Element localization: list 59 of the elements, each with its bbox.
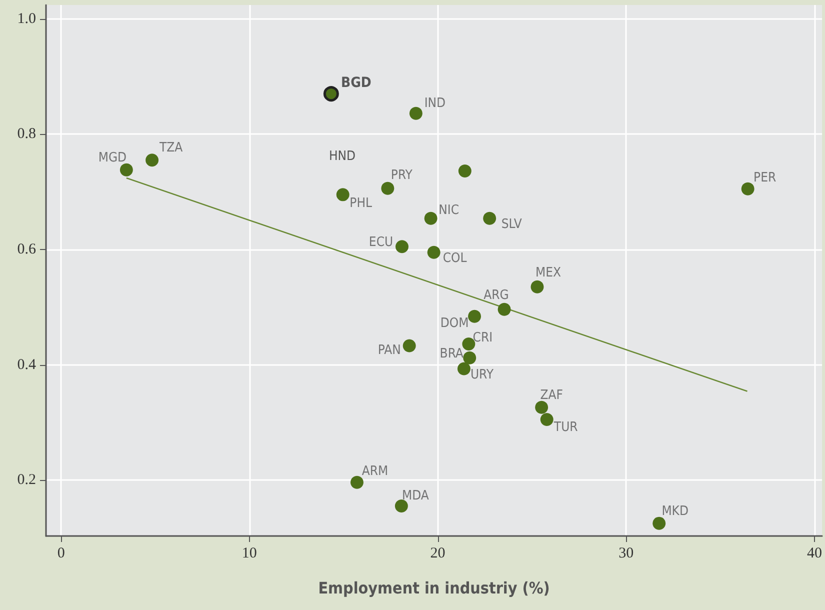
y-tick-label: 0.2 xyxy=(17,472,36,488)
annotation: IND xyxy=(424,96,446,111)
point xyxy=(323,86,339,102)
annotation: ECU xyxy=(368,235,394,250)
annotation: ARM xyxy=(362,464,388,479)
annotation: CRI xyxy=(472,330,493,346)
point xyxy=(350,476,364,489)
annotation: MGD xyxy=(98,150,127,166)
annotation: URY xyxy=(470,367,494,382)
annotation: PAN xyxy=(378,343,401,358)
annotation: PRY xyxy=(390,168,414,183)
point xyxy=(381,182,394,195)
annotation: MEX xyxy=(535,265,561,280)
point xyxy=(457,362,470,376)
annotation: PER xyxy=(754,170,776,186)
point xyxy=(463,351,476,364)
x-tick-label: 10 xyxy=(242,546,257,562)
y-tick-label: 1.0 xyxy=(17,10,36,27)
point xyxy=(120,163,133,176)
point xyxy=(409,106,422,120)
point xyxy=(741,182,754,196)
annotation: MDA xyxy=(402,488,429,504)
point xyxy=(535,400,548,414)
annotation: COL xyxy=(442,250,468,266)
annotation: DOM xyxy=(440,316,469,331)
point xyxy=(427,246,440,259)
annotation: PHL xyxy=(350,196,373,212)
y-tick-label: 0.6 xyxy=(17,241,36,258)
annotation: HND xyxy=(329,149,356,164)
annotation: TZA xyxy=(158,140,183,156)
point xyxy=(402,339,416,352)
x-tick-label: 0 xyxy=(57,546,65,562)
annotation: TUR xyxy=(552,420,578,436)
point xyxy=(424,212,438,225)
point xyxy=(540,413,554,426)
annotation: SLV xyxy=(501,216,522,232)
x-tick-label: 40 xyxy=(807,546,822,562)
point xyxy=(146,154,159,167)
annotation: ARG xyxy=(484,288,509,303)
point xyxy=(336,188,350,202)
point xyxy=(483,212,496,225)
y-tick-label: 0.8 xyxy=(17,126,36,142)
point xyxy=(530,280,544,294)
annotation: MKD xyxy=(662,504,688,519)
y-tick-label: 0.4 xyxy=(17,356,36,373)
x-axis-title: Employment in industriy (%) xyxy=(318,578,550,598)
point xyxy=(468,310,482,323)
point xyxy=(458,164,472,178)
point xyxy=(396,240,408,254)
annotation: BRA xyxy=(440,346,464,362)
point xyxy=(652,516,666,530)
x-tick-label: 20 xyxy=(430,546,446,562)
x-tick-label: 30 xyxy=(618,546,634,562)
annotation: ZAF xyxy=(540,388,564,403)
annotation: BGD xyxy=(340,74,372,91)
point xyxy=(498,302,511,316)
annotation: NIC xyxy=(438,202,460,218)
point xyxy=(462,338,476,351)
point xyxy=(394,500,408,513)
